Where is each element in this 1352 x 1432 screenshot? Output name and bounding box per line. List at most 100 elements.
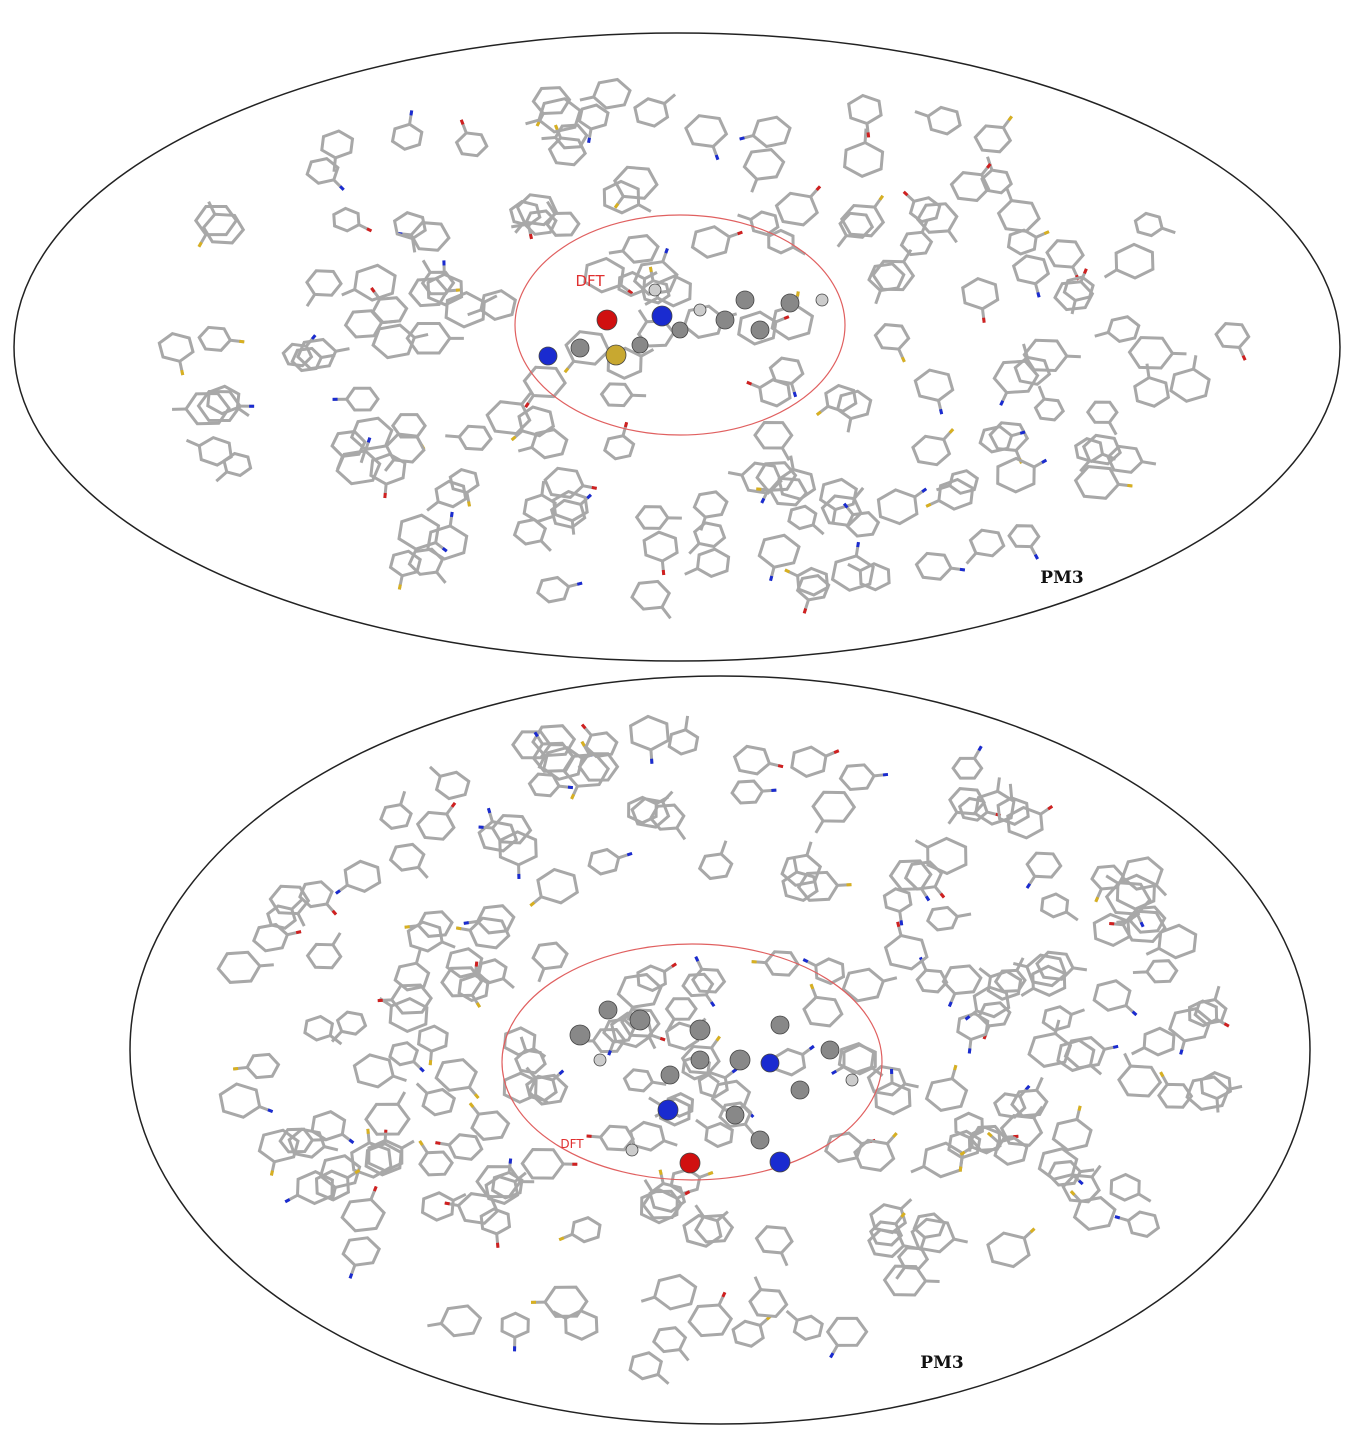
ring xyxy=(770,478,806,505)
ring xyxy=(334,208,359,231)
hetero-atom xyxy=(371,288,374,292)
ring xyxy=(322,131,353,158)
bond xyxy=(949,231,957,242)
ring xyxy=(915,370,952,400)
hetero-atom xyxy=(526,403,529,407)
ring xyxy=(1171,369,1209,401)
hetero-atom xyxy=(650,267,651,272)
hetero-atom xyxy=(901,920,902,925)
hetero-atom xyxy=(988,1133,992,1136)
atom xyxy=(680,1153,700,1173)
ring xyxy=(441,1306,480,1336)
hetero-atom xyxy=(696,957,698,962)
ring xyxy=(886,936,927,969)
bond xyxy=(1125,1053,1131,1066)
hetero-atom xyxy=(804,608,805,613)
hetero-atom xyxy=(271,1171,272,1176)
ring xyxy=(750,1290,787,1317)
ring xyxy=(220,1084,259,1117)
bond xyxy=(216,472,227,481)
bond xyxy=(677,828,685,839)
ring xyxy=(1135,213,1162,235)
hetero-atom xyxy=(723,1292,725,1297)
hetero-atom xyxy=(1020,432,1025,433)
ring xyxy=(308,944,341,967)
bond xyxy=(1116,921,1130,922)
ring xyxy=(735,746,770,774)
ring xyxy=(695,523,725,547)
ring xyxy=(459,426,491,449)
hetero-atom xyxy=(1001,401,1003,406)
bond xyxy=(896,1267,904,1278)
ring xyxy=(963,279,998,309)
hetero-atom xyxy=(560,1071,564,1074)
ring xyxy=(1144,1028,1174,1055)
ring xyxy=(1066,1038,1105,1068)
atom xyxy=(626,1144,638,1156)
bond xyxy=(813,525,824,534)
bond xyxy=(838,236,847,247)
ring xyxy=(390,1043,417,1065)
hetero-atom xyxy=(451,512,452,517)
bond xyxy=(342,290,355,295)
ring xyxy=(632,581,669,609)
ring xyxy=(777,193,818,225)
hetero-atom xyxy=(1009,116,1012,120)
ring xyxy=(538,870,577,903)
hetero-atom xyxy=(1133,1012,1137,1015)
bond xyxy=(641,1297,654,1301)
hetero-atom xyxy=(778,766,783,767)
bond xyxy=(414,334,428,337)
bond xyxy=(639,205,651,212)
atom xyxy=(658,1100,678,1120)
ring xyxy=(988,1233,1029,1267)
ring xyxy=(1135,378,1169,407)
hetero-atom xyxy=(1042,460,1046,462)
hetero-atom xyxy=(1084,269,1086,274)
bond xyxy=(437,572,446,583)
ring xyxy=(698,549,729,576)
ring xyxy=(953,758,982,778)
atom xyxy=(597,310,617,330)
ring xyxy=(305,1017,333,1041)
bond xyxy=(1156,885,1166,895)
hetero-atom xyxy=(660,1170,661,1175)
atom xyxy=(690,1020,710,1040)
hetero-atom xyxy=(420,1141,423,1145)
atom xyxy=(751,1131,769,1149)
bond xyxy=(848,564,860,570)
hetero-atom xyxy=(1113,1046,1118,1047)
ring xyxy=(816,959,844,984)
bond xyxy=(721,841,726,854)
ring xyxy=(1012,1090,1047,1116)
ring xyxy=(794,1316,822,1339)
ring xyxy=(419,912,452,937)
ring xyxy=(1128,1212,1158,1236)
hetero-atom xyxy=(830,1353,832,1357)
ring xyxy=(689,1305,731,1336)
bond xyxy=(1217,1099,1218,1113)
bond xyxy=(979,968,990,976)
ring xyxy=(533,943,567,969)
atom xyxy=(672,322,688,338)
ring xyxy=(1014,256,1049,284)
hetero-atom xyxy=(477,1003,480,1007)
hetero-atom xyxy=(740,138,745,139)
hetero-atom xyxy=(627,853,632,855)
ring xyxy=(1111,1175,1139,1201)
ring xyxy=(347,388,378,410)
ring xyxy=(516,1050,545,1073)
ring xyxy=(878,490,917,524)
ring xyxy=(224,454,251,476)
hetero-atom xyxy=(1127,485,1132,486)
bond xyxy=(911,1167,924,1172)
bond xyxy=(427,1323,441,1325)
ring xyxy=(589,850,619,875)
ring xyxy=(1042,894,1068,917)
hetero-atom xyxy=(625,422,626,427)
hetero-atom xyxy=(941,894,944,898)
bond xyxy=(876,291,881,304)
bond xyxy=(521,1037,525,1050)
bond xyxy=(1105,270,1117,277)
bond xyxy=(833,509,835,523)
